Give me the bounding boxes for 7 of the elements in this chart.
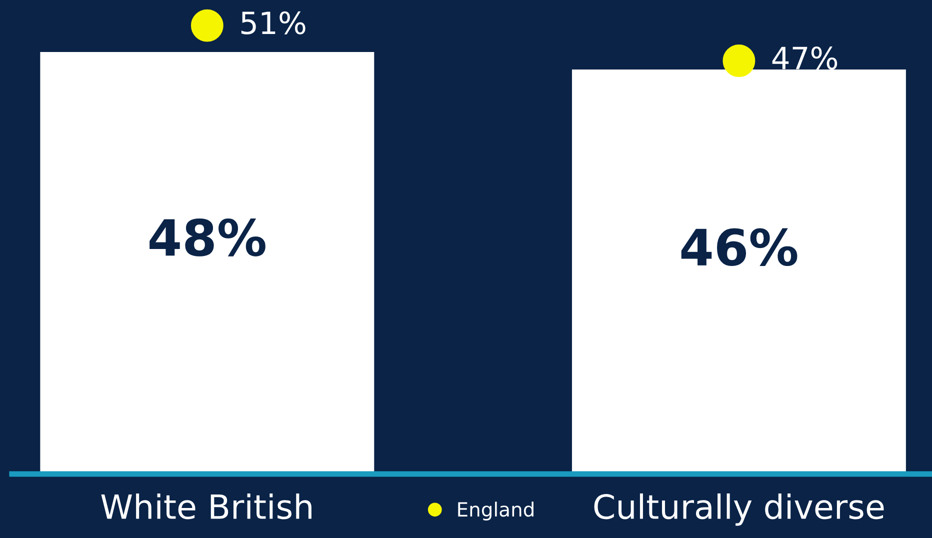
legend-label: England [458,502,534,520]
data-label: 51% [241,11,306,34]
data-label: 47% [772,46,838,70]
x-tick-label: Culturally diverse [594,493,884,526]
data-label: 46% [681,228,798,266]
x-tick-label: White British [101,493,312,520]
data-label: 48% [150,218,266,256]
